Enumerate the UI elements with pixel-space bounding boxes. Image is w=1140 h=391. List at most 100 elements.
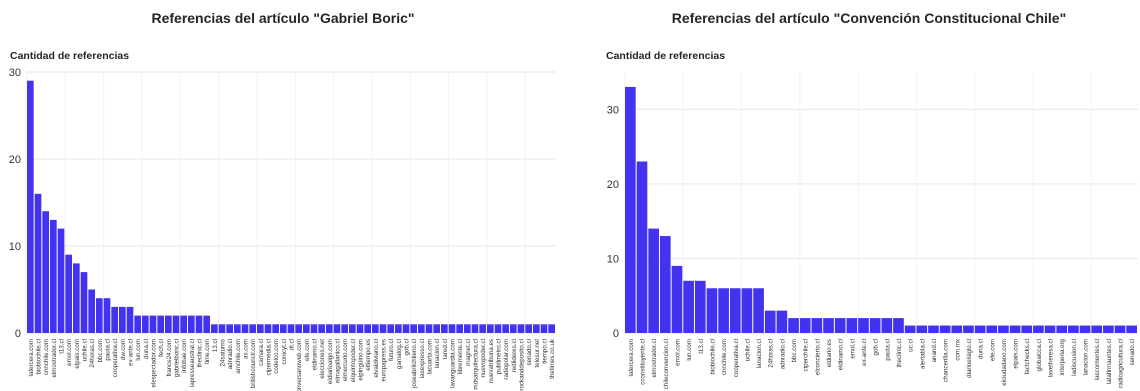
bar — [1068, 325, 1079, 333]
bar — [50, 219, 57, 333]
x-tick-label: gob.cl — [873, 339, 880, 356]
bar — [753, 288, 764, 333]
x-tick-label: conversanoweb.com — [296, 339, 303, 391]
x-tick-label: lun.com — [135, 339, 142, 361]
chart-convencion-constitucional: Referencias del artículo "Convención Con… — [598, 0, 1140, 391]
y-tick-label: 10 — [9, 241, 21, 253]
x-tick-label: ex-ante.cl — [128, 339, 135, 366]
x-tick-label: conicyt.cl — [281, 339, 288, 364]
bar — [974, 325, 986, 333]
y-tick-label: 20 — [607, 179, 619, 191]
x-tick-label: t13.cl — [59, 339, 66, 354]
x-tick-label: elvaldiviano.cl — [373, 339, 380, 378]
x-tick-label: tiempo.cl — [542, 339, 549, 364]
bar — [333, 324, 341, 333]
x-tick-label: pauta.cl — [105, 339, 112, 361]
bar — [111, 306, 118, 333]
x-tick-label: thetimes.co.uk — [549, 338, 556, 379]
x-tick-label: lanacion.cl — [756, 339, 763, 368]
bar — [540, 324, 548, 333]
bar — [341, 324, 348, 333]
bar — [372, 324, 379, 333]
bar — [180, 315, 187, 333]
x-tick-label: emol.com — [674, 339, 681, 366]
bar — [96, 298, 103, 333]
bar — [257, 324, 264, 333]
bar — [1009, 325, 1021, 333]
bar — [318, 324, 325, 333]
y-axis-label: Cantidad de referencias — [10, 50, 130, 62]
bar — [387, 324, 394, 333]
x-tick-label: codelco.com — [273, 339, 280, 374]
bar — [998, 325, 1009, 333]
bar — [776, 310, 788, 333]
bar — [986, 325, 998, 333]
bar — [799, 318, 811, 333]
x-tick-label: europapress.es — [381, 339, 388, 382]
x-tick-label: latafirmauntes.cl — [1106, 339, 1113, 384]
x-tick-label: adnradio.cl — [779, 339, 786, 369]
x-tick-label: lared.cl — [442, 339, 449, 359]
bar — [379, 324, 387, 333]
x-tick-label: efe.com — [304, 339, 311, 361]
x-tick-label: eldiario.es — [826, 339, 833, 367]
x-tick-label: bbc.com — [791, 339, 798, 362]
x-tick-label: elecciones.net — [319, 339, 326, 379]
x-tick-label: uchile.cl — [744, 339, 751, 361]
x-tick-label: futuro.cl — [388, 339, 395, 361]
x-tick-label: efe.com — [989, 339, 996, 361]
y-axis-label: Cantidad de referencias — [606, 50, 726, 62]
bar-chart-plot: 0 10 20 30 latercera.com biobiochile.cl cnnchi… — [9, 67, 556, 391]
x-tick-label: latercera.com — [628, 339, 635, 376]
bar — [881, 318, 893, 333]
bar — [648, 228, 659, 333]
x-tick-label: bbc.com — [97, 339, 104, 362]
bar — [928, 325, 939, 333]
x-tick-label: france24.com — [166, 339, 173, 377]
bar — [226, 324, 233, 333]
bar — [1079, 325, 1091, 333]
x-tick-label: britishcouncil.com — [250, 339, 257, 388]
x-tick-label: elquintopoder.cl — [350, 339, 357, 382]
x-tick-label: eldinamo.cl — [312, 339, 319, 370]
x-tick-label: adnradio.cl — [227, 339, 234, 369]
x-tick-label: anand.cl — [931, 339, 938, 362]
bar — [939, 325, 951, 333]
x-tick-label: uchile.cl — [82, 339, 89, 361]
bar — [456, 324, 463, 333]
x-tick-label: elpais.com — [1013, 339, 1020, 369]
x-tick-label: chancerilla.com — [943, 339, 950, 382]
x-tick-label: alertabla.cl — [919, 339, 926, 369]
x-tick-label: theclinic.cl — [197, 339, 204, 368]
x-tick-label: lavanguardia.com — [450, 339, 457, 388]
x-tick-label: senado.cl — [526, 339, 533, 366]
bar — [502, 324, 509, 333]
bar — [264, 324, 272, 333]
x-tick-label: elespectador.com — [151, 339, 158, 388]
x-tick-label: elmostrador.cl — [51, 339, 58, 378]
x-tick-label: duna.cl — [143, 339, 150, 359]
x-tick-label: elpingüino.com — [358, 339, 365, 381]
x-tick-label: uc.cl — [908, 339, 915, 352]
bar — [418, 324, 425, 333]
bar — [625, 86, 636, 334]
chart-title: Referencias del artículo "Gabriel Boric" — [151, 10, 415, 26]
x-tick-label: 24horas.cl — [89, 339, 96, 368]
bar — [287, 324, 295, 333]
x-tick-label: lasexpresso.cl — [419, 339, 426, 378]
bar — [165, 315, 172, 333]
x-tick-label: dt.cl — [289, 339, 296, 350]
bar — [951, 325, 963, 333]
bar — [1044, 325, 1056, 333]
x-tick-label: cnnchile.com — [721, 339, 728, 375]
bar — [1091, 325, 1103, 333]
bar — [272, 324, 279, 333]
x-tick-label: radioagricultura.cl — [1118, 339, 1125, 388]
bar — [119, 306, 126, 333]
x-tick-label: elmagallanico.cl — [335, 339, 342, 383]
x-tick-label: eltiempo.es — [365, 339, 372, 371]
x-tick-label: 24saturno — [220, 338, 227, 366]
bar — [1126, 325, 1137, 333]
x-tick-label: ladiscusion.cl — [1071, 339, 1078, 376]
bar — [1021, 325, 1033, 333]
